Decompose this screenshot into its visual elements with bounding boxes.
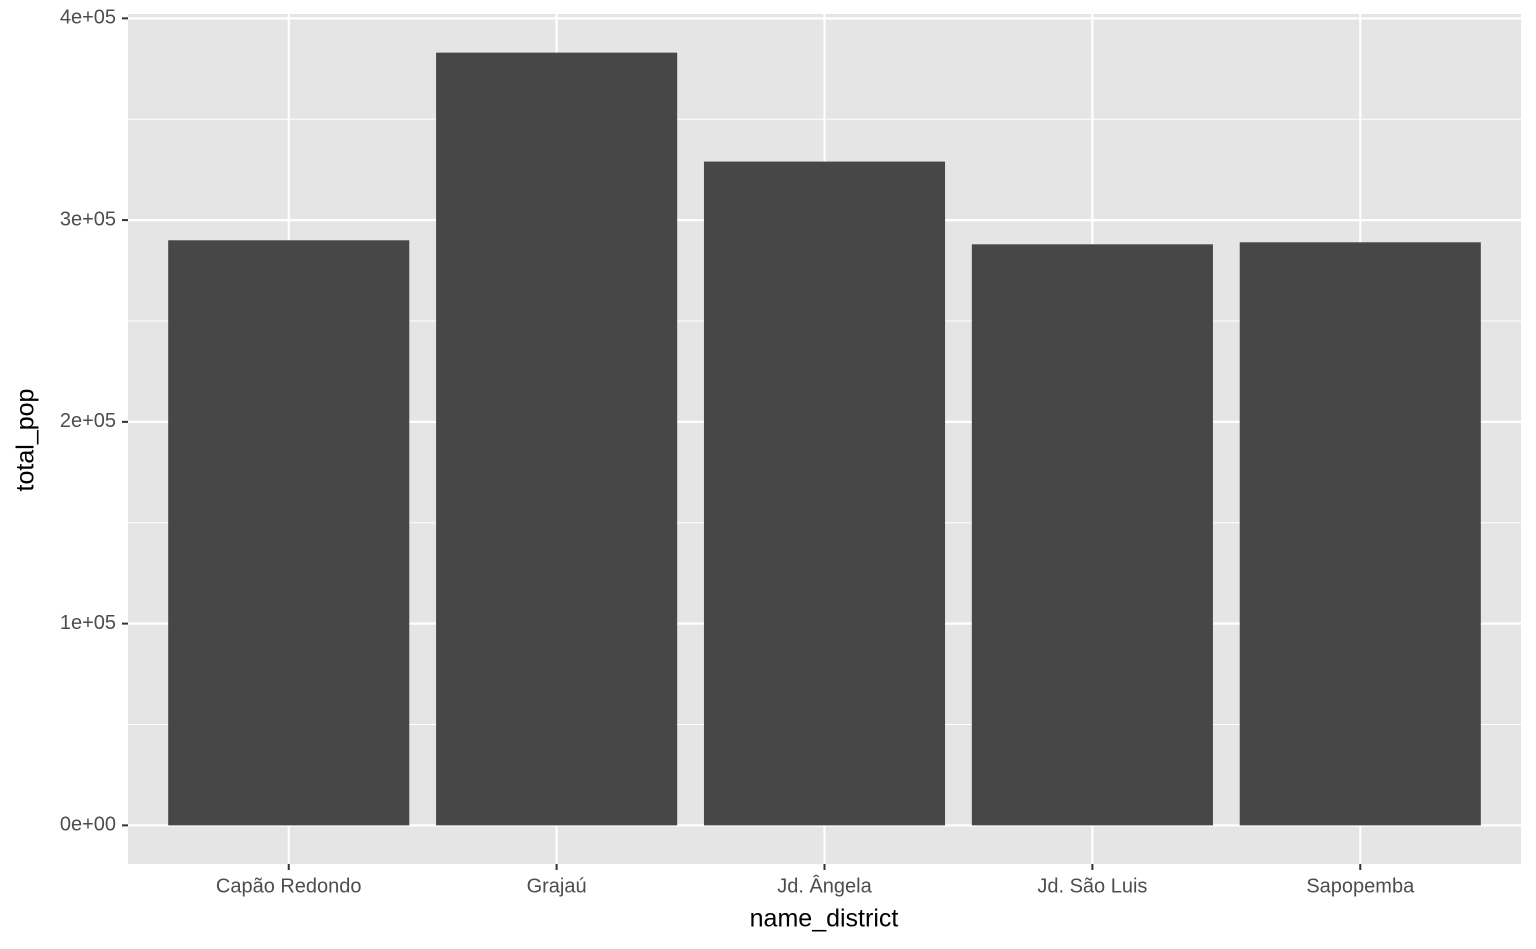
x-axis-title: name_district <box>750 905 899 933</box>
bar <box>971 244 1213 826</box>
bar <box>1239 242 1481 826</box>
y-tick-label: 2e+05 <box>60 410 116 432</box>
y-tick-label: 3e+05 <box>60 208 116 230</box>
x-tick-label: Grajaú <box>527 875 587 897</box>
x-tick-label: Jd. Ângela <box>777 874 872 897</box>
bar <box>703 161 946 826</box>
x-tick-label: Capão Redondo <box>216 875 362 897</box>
y-tick-label: 1e+05 <box>60 612 116 634</box>
bar <box>436 52 678 826</box>
y-axis-title: total_pop <box>12 389 40 492</box>
y-tick-label: 4e+05 <box>60 7 116 29</box>
x-tick-label: Jd. São Luis <box>1037 875 1147 897</box>
y-tick-label: 0e+00 <box>60 814 116 836</box>
bar <box>168 240 410 826</box>
x-tick-label: Sapopemba <box>1306 875 1415 897</box>
